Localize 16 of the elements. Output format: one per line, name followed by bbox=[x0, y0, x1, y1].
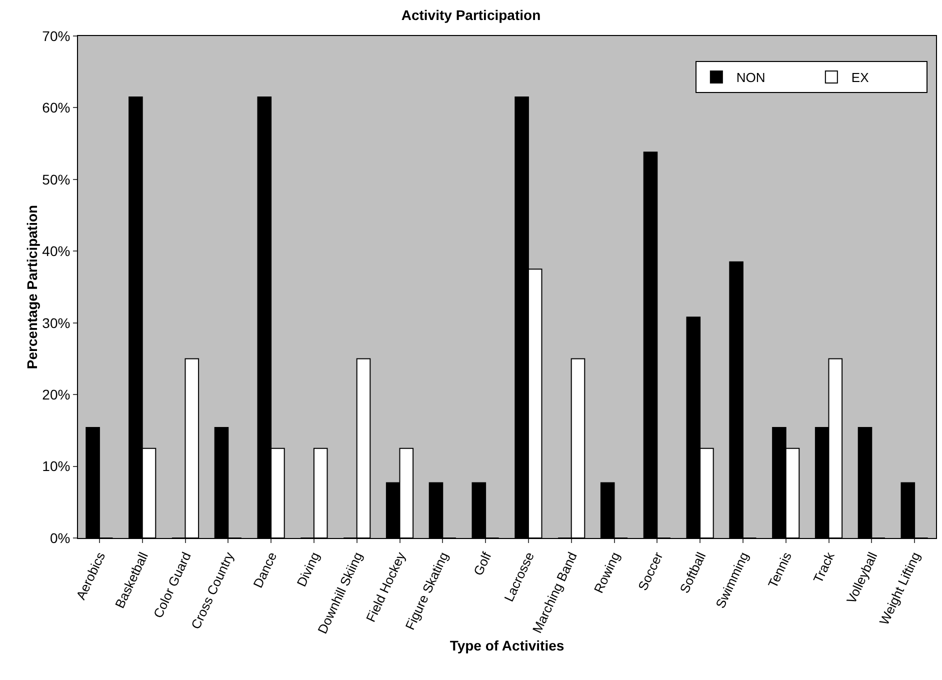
x-tick-label: Golf bbox=[470, 549, 494, 578]
y-tick-label: 30% bbox=[42, 314, 70, 331]
y-tick-label: 20% bbox=[42, 386, 70, 402]
y-axis-title: Percentage Participation bbox=[24, 204, 40, 370]
y-tick-label: 70% bbox=[42, 28, 70, 44]
legend-label: NON bbox=[736, 70, 766, 86]
y-tick-label: 10% bbox=[42, 458, 70, 474]
x-axis-title: Type of Activities bbox=[450, 637, 564, 654]
y-tick-label: 40% bbox=[42, 243, 70, 260]
x-tick-label: Track bbox=[810, 549, 838, 586]
x-tick-label: Color Guard bbox=[150, 550, 194, 620]
y-tick-label: 50% bbox=[42, 171, 70, 188]
y-tick-label: 60% bbox=[42, 100, 70, 116]
y-tick-label: 0% bbox=[50, 530, 70, 546]
legend-label: EX bbox=[851, 70, 870, 86]
chart-title: Activity Participation bbox=[401, 7, 541, 23]
